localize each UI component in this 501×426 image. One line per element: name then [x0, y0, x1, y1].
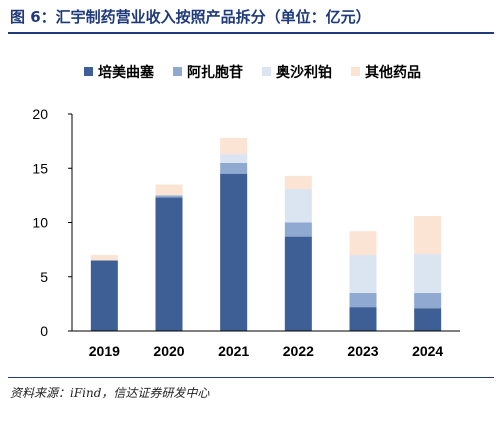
legend: 培美曲塞 阿扎胞苷 奥沙利铂 其他药品 [84, 64, 421, 81]
bar-2021-series-2 [220, 162, 248, 174]
legend-label-1: 培美曲塞 [98, 64, 155, 81]
bar-2021-series-1 [220, 173, 248, 331]
bar-2024-series-2 [414, 293, 442, 309]
bar-2021-series-4 [220, 137, 248, 155]
x-axis: 2019 2020 2021 2022 2023 2024 [72, 330, 460, 359]
source-note: 资料来源：iFind，信达证券研发中心 [10, 386, 210, 400]
bar-2020-series-2 [155, 195, 183, 198]
bar-2024-series-1 [414, 308, 442, 331]
y-tick-label: 20 [32, 106, 48, 122]
bar-2023-series-4 [349, 231, 377, 256]
bar-2022-series-4 [284, 175, 312, 189]
legend-label-3: 奥沙利铂 [276, 64, 332, 81]
bar-2023-series-3 [349, 255, 377, 294]
bar-2022-series-3 [284, 188, 312, 223]
x-tick-label: 2022 [283, 343, 314, 359]
legend-swatch-1 [84, 67, 93, 76]
bar-2024-series-4 [414, 215, 442, 254]
bar-2021-series-3 [220, 154, 248, 163]
bar-2022-series-2 [284, 222, 312, 237]
bar-2023-series-2 [349, 293, 377, 308]
bars [90, 137, 442, 331]
bar-2019-series-1 [90, 260, 118, 331]
bar-2019-series-4 [90, 255, 118, 261]
y-tick-label: 15 [32, 160, 48, 176]
legend-label-4: 其他药品 [365, 64, 421, 81]
bar-2024-series-3 [414, 253, 442, 294]
x-tick-label: 2021 [218, 343, 249, 359]
bottom-rule [8, 377, 494, 378]
bar-2022-series-1 [284, 236, 312, 331]
y-tick-label: 5 [40, 269, 48, 285]
bar-2020-series-4 [155, 184, 183, 196]
legend-swatch-4 [351, 67, 360, 76]
bar-2020-series-1 [155, 197, 183, 331]
legend-label-2: 阿扎胞苷 [187, 64, 243, 81]
legend-swatch-2 [173, 67, 182, 76]
x-tick-label: 2020 [153, 343, 184, 359]
y-axis: 0 5 10 15 20 [32, 106, 73, 339]
top-rule [8, 32, 494, 34]
legend-swatch-3 [262, 67, 271, 76]
y-tick-label: 0 [40, 323, 48, 339]
y-tick-label: 10 [32, 215, 48, 231]
x-tick-label: 2023 [347, 343, 378, 359]
x-tick-label: 2019 [89, 343, 120, 359]
figure-title: 图 6：汇宇制药营业收入按照产品拆分（单位：亿元） [10, 8, 371, 26]
x-tick-label: 2024 [412, 343, 443, 359]
bar-2023-series-1 [349, 307, 377, 331]
